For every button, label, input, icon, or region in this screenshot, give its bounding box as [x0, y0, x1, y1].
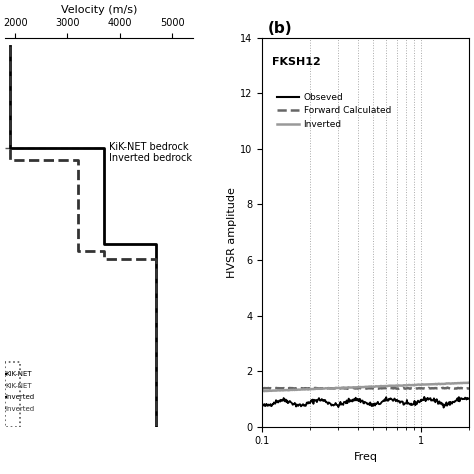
- Text: KiK-NET bedrock: KiK-NET bedrock: [109, 142, 189, 152]
- Obseved: [466, 396, 472, 402]
- Obseved: [382, 396, 388, 402]
- Forward Calculated: [272, 385, 277, 391]
- Legend: Obseved, Forward Calculated, Inverted: Obseved, Forward Calculated, Inverted: [273, 89, 394, 132]
- Forward Calculated: [445, 385, 450, 391]
- Obseved: [383, 398, 388, 403]
- Obseved: [386, 396, 392, 401]
- Inverted: [269, 388, 274, 393]
- Line: Obseved: Obseved: [262, 397, 469, 408]
- Inverted: [316, 386, 321, 392]
- Text: KiK-NET: KiK-NET: [6, 371, 32, 377]
- Text: Inverted: Inverted: [6, 406, 35, 411]
- Inverted: [299, 386, 305, 392]
- Forward Calculated: [268, 385, 273, 391]
- Obseved: [421, 394, 427, 400]
- Inverted: [465, 380, 471, 385]
- Inverted: [466, 380, 472, 386]
- Obseved: [441, 405, 447, 410]
- Obseved: [260, 403, 266, 409]
- Inverted: [273, 388, 279, 393]
- Inverted: [457, 380, 463, 386]
- X-axis label: Velocity (m/s): Velocity (m/s): [61, 5, 137, 15]
- X-axis label: Freq: Freq: [354, 452, 378, 462]
- Text: Inverted: Inverted: [6, 394, 35, 400]
- Inverted: [259, 388, 265, 394]
- Forward Calculated: [451, 386, 456, 392]
- Inverted: [262, 388, 267, 394]
- Obseved: [435, 398, 440, 403]
- Text: FKSH12: FKSH12: [272, 57, 320, 67]
- Obseved: [259, 402, 265, 408]
- Forward Calculated: [259, 386, 265, 392]
- Forward Calculated: [314, 385, 320, 391]
- Text: KiK-NET: KiK-NET: [6, 383, 32, 389]
- Line: Forward Calculated: Forward Calculated: [262, 388, 469, 389]
- Forward Calculated: [466, 386, 472, 392]
- Text: Inverted bedrock: Inverted bedrock: [109, 153, 192, 163]
- Forward Calculated: [458, 385, 464, 391]
- Y-axis label: HVSR amplitude: HVSR amplitude: [228, 187, 237, 278]
- Text: (b): (b): [268, 21, 292, 36]
- Line: Inverted: Inverted: [262, 383, 469, 391]
- Inverted: [450, 381, 456, 386]
- Forward Calculated: [298, 385, 303, 391]
- Obseved: [448, 400, 454, 406]
- Forward Calculated: [438, 386, 443, 392]
